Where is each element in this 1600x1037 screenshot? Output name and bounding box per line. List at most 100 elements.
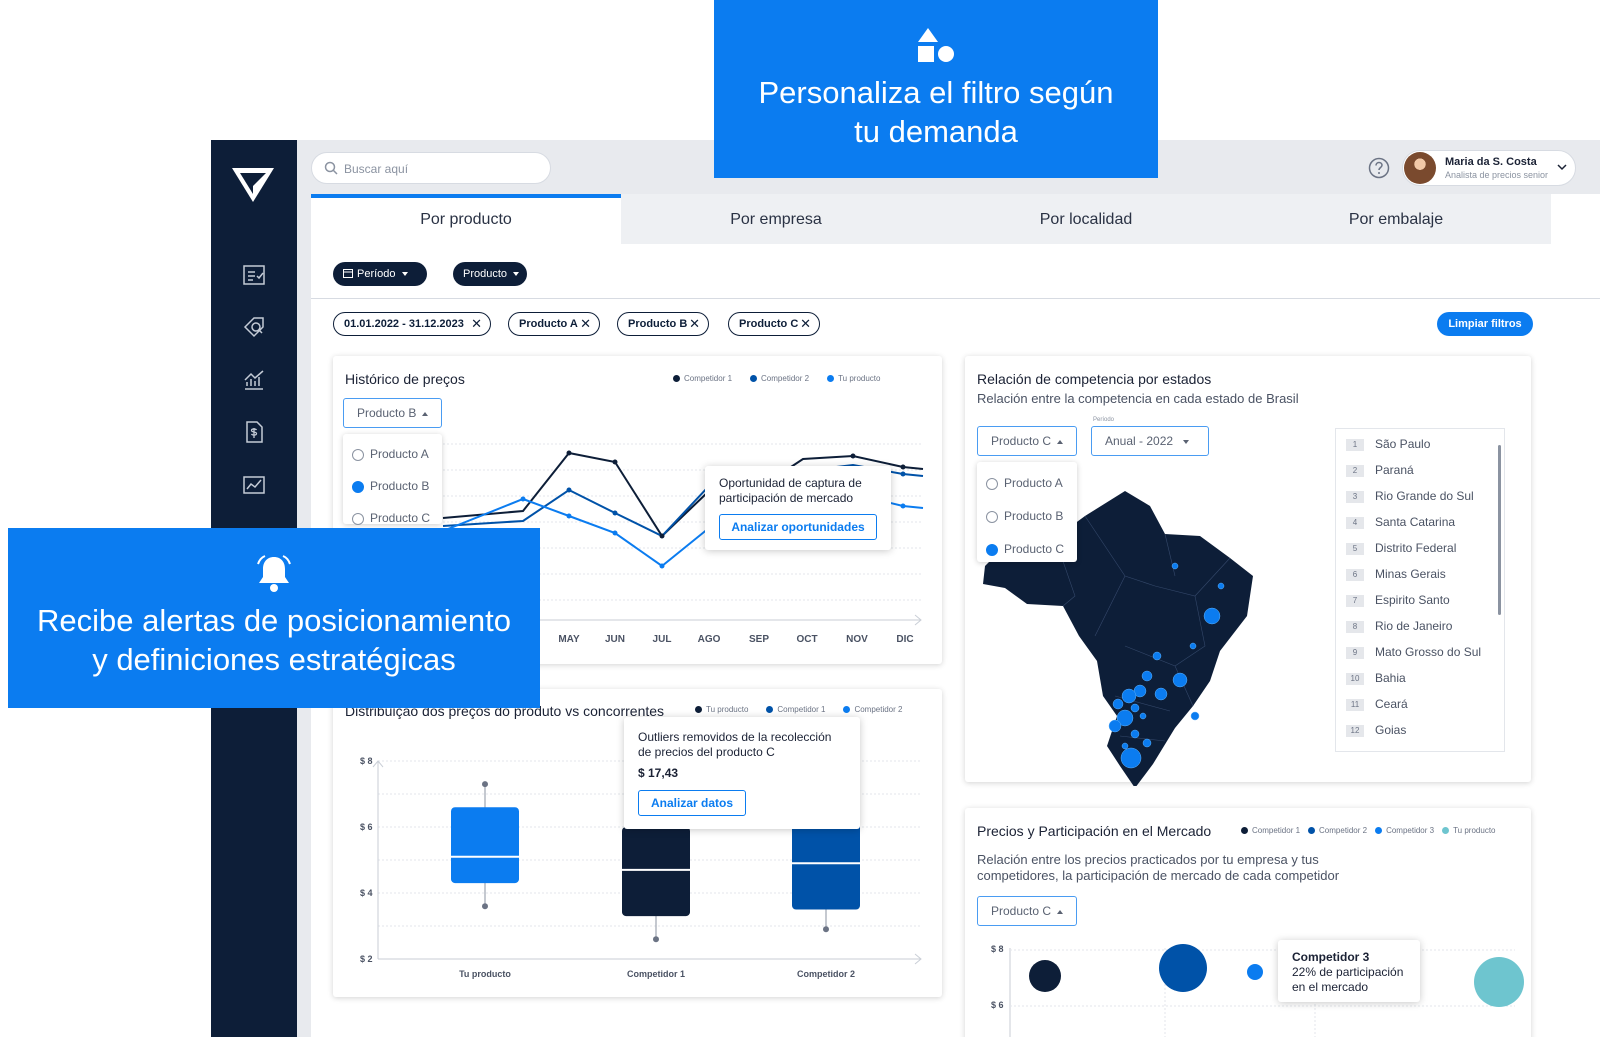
close-icon[interactable]: ✕ [800,316,811,331]
close-icon[interactable]: ✕ [471,316,482,331]
state-name: Santa Catarina [1375,515,1456,529]
rank-badge: 13 [1346,750,1364,751]
market-subtitle-line1: Relación entre los precios practicados p… [977,852,1319,867]
brand-logo [232,168,274,202]
filter-chip-producto-a[interactable]: Producto A ✕ [508,312,600,336]
analytics-icon[interactable] [242,368,266,392]
close-icon[interactable]: ✕ [689,316,700,331]
radio[interactable] [986,510,998,523]
states-ranking-list[interactable]: 1 São Paulo 2 Paraná 3 Rio Grande do Sul 4 Sant… [1335,428,1505,752]
caret-up-icon [422,411,429,416]
checklist-icon[interactable] [242,263,266,287]
close-icon[interactable]: ✕ [580,316,591,331]
radio[interactable] [986,477,998,490]
x-tick: AGO [697,634,721,645]
state-list-item[interactable]: 7 Espirito Santo [1346,593,1450,607]
clear-filters-button[interactable]: Limpiar filtros [1437,312,1533,336]
outlier-point [653,936,659,943]
legend-competidor-2: Competidor 2 [1319,826,1368,835]
bubble-competidor-1[interactable] [1029,960,1061,992]
option-producto-b[interactable]: Producto B [352,479,429,493]
state-list-item[interactable]: 10 Bahia [1346,671,1406,685]
analyze-data-button[interactable]: Analizar datos [638,790,746,816]
alerts-banner-line2: y definiciones estratégicas [92,642,456,677]
state-name: Paraná [1375,463,1414,477]
state-list-item[interactable]: 12 Goias [1346,723,1406,737]
market-product-select[interactable]: Producto C [977,896,1077,926]
box-competidor-2[interactable] [792,804,860,933]
option-producto-b[interactable]: Producto B [986,509,1063,523]
price-history-legend: Competidor 1 Competidor 2 Tu producto [673,374,880,383]
producto-filter-button[interactable]: Producto [453,262,527,286]
tab-por-embalaje[interactable]: Por embalaje [1348,211,1444,228]
radio[interactable] [986,543,998,556]
legend-competidor-2: Competidor 2 [854,705,903,714]
state-list-item[interactable]: 11 Ceará [1346,697,1408,711]
x-tick: SEP [748,634,769,645]
help-icon[interactable] [1368,157,1390,179]
search-box[interactable] [311,152,551,184]
periodo-label: Período [357,268,396,280]
y-tick: $ 2 [360,954,373,964]
user-menu[interactable]: Maria da S. Costa Analista de precios se… [1402,150,1576,186]
history-product-dropdown: Producto A Producto B Producto C [343,434,442,525]
option-producto-a[interactable]: Producto A [986,476,1063,490]
state-name: Bahia [1375,671,1406,685]
trend-chart-icon[interactable] [242,473,266,497]
state-list-item[interactable]: 13 Pernambuco [1346,749,1443,751]
state-list-item[interactable]: 4 Santa Catarina [1346,515,1455,529]
market-bubble-chart [1009,944,1524,1037]
option-producto-a[interactable]: Producto A [352,447,429,461]
rank-badge: 3 [1346,490,1364,503]
states-period-select[interactable]: Anual - 2022 [1091,426,1209,456]
radio[interactable] [352,480,364,493]
select-value: Producto C [991,904,1052,918]
option-label: Producto A [370,447,429,461]
box-tu-producto[interactable] [451,781,519,910]
avatar [1404,152,1436,184]
state-list-item[interactable]: 5 Distrito Federal [1346,541,1456,555]
search-input[interactable] [344,159,539,179]
analyze-opportunities-button[interactable]: Analizar oportunidades [719,514,877,540]
tooltip-line1: 22% de participación [1292,965,1404,979]
filter-chip-date[interactable]: 01.01.2022 - 31.12.2023 ✕ [333,312,491,336]
rank-badge: 5 [1346,542,1364,555]
search-icon [324,161,338,175]
filter-chip-producto-c[interactable]: Producto C ✕ [728,312,820,336]
price-tag-search-icon[interactable] [242,315,266,339]
chip-label: Producto A [519,318,578,330]
tooltip-line2: en el mercado [1292,980,1369,994]
scrollbar[interactable] [1498,445,1501,615]
option-producto-c[interactable]: Producto C [986,542,1064,556]
states-product-select[interactable]: Producto C [977,426,1077,456]
legend-tu-producto: Tu producto [706,705,749,714]
invoice-icon[interactable] [242,420,266,444]
market-card: Precios y Participación en el Mercado Co… [965,808,1531,1037]
market-subtitle-line2: competidores, la participación de mercad… [977,868,1340,883]
tab-por-producto[interactable]: Por producto [311,194,621,244]
option-producto-c[interactable]: Producto C [352,511,430,525]
option-label: Producto C [370,511,431,525]
tab-por-localidad[interactable]: Por localidad [1039,211,1133,228]
state-list-item[interactable]: 3 Rio Grande do Sul [1346,489,1474,503]
state-list-item[interactable]: 8 Rio de Janeiro [1346,619,1452,633]
rank-badge: 12 [1346,724,1364,737]
tab-por-empresa[interactable]: Por empresa [730,211,822,228]
bubble-competidor-3[interactable] [1247,964,1263,980]
history-product-select[interactable]: Producto B [343,398,442,428]
bubble-competidor-2[interactable] [1159,944,1207,992]
state-list-item[interactable]: 9 Mato Grosso do Sul [1346,645,1481,659]
state-list-item[interactable]: 6 Minas Gerais [1346,567,1446,581]
legend-competidor-1: Competidor 1 [684,374,733,383]
filter-chip-producto-b[interactable]: Producto B ✕ [617,312,709,336]
radio[interactable] [352,512,364,525]
bell-icon [257,555,291,592]
state-name: Pernambuco [1375,749,1443,751]
outlier-point [482,903,488,910]
periodo-filter-button[interactable]: Período [333,262,427,286]
state-list-item[interactable]: 2 Paraná [1346,463,1414,477]
state-list-item[interactable]: 1 São Paulo [1346,437,1430,451]
rank-badge: 10 [1346,672,1364,685]
bubble-tu-producto[interactable] [1474,957,1524,1007]
radio[interactable] [352,448,364,461]
